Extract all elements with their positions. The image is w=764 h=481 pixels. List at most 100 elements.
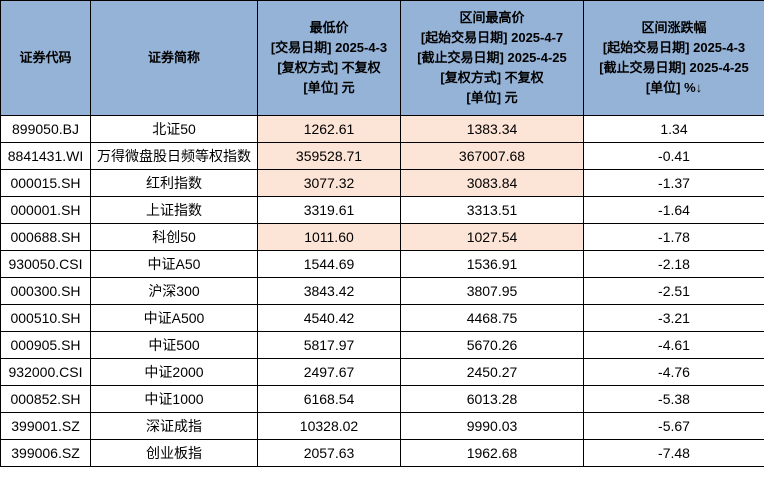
- security-name-cell: 上证指数: [90, 196, 258, 224]
- interval-high-cell: 1962.68: [400, 439, 584, 467]
- security-name-cell: 万得微盘股日频等权指数: [90, 142, 258, 170]
- security-code-cell: 399001.SZ: [0, 412, 91, 440]
- security-name-cell: 沪深300: [90, 277, 258, 305]
- interval-change-cell: -1.64: [583, 196, 764, 224]
- security-name-cell: 中证A500: [90, 304, 258, 332]
- security-code-cell: 000688.SH: [0, 223, 91, 251]
- table-row: 000905.SH 中证500 5817.97 5670.26 -4.61: [0, 331, 764, 359]
- column-header-interval-high: 区间最高价 [起始交易日期] 2025-4-7 [截止交易日期] 2025-4-…: [400, 0, 584, 116]
- interval-high-cell: 367007.68: [400, 142, 584, 170]
- lowest-price-cell: 1262.61: [257, 115, 401, 143]
- column-header-interval-change: 区间涨跌幅 [起始交易日期] 2025-4-3 [截止交易日期] 2025-4-…: [583, 0, 764, 116]
- interval-high-cell: 6013.28: [400, 385, 584, 413]
- table-row: 930050.CSI 中证A50 1544.69 1536.91 -2.18: [0, 250, 764, 278]
- security-name-cell: 中证500: [90, 331, 258, 359]
- lowest-price-cell: 10328.02: [257, 412, 401, 440]
- security-name-cell: 中证2000: [90, 358, 258, 386]
- security-name-cell: 中证1000: [90, 385, 258, 413]
- security-code-cell: 000905.SH: [0, 331, 91, 359]
- interval-change-cell: -1.37: [583, 169, 764, 197]
- interval-change-cell: -2.18: [583, 250, 764, 278]
- interval-high-cell: 5670.26: [400, 331, 584, 359]
- interval-change-cell: -7.48: [583, 439, 764, 467]
- lowest-price-cell: 5817.97: [257, 331, 401, 359]
- interval-high-cell: 1536.91: [400, 250, 584, 278]
- column-header-label: 证券简称: [147, 50, 200, 65]
- header-line: [单位] 元: [466, 90, 518, 105]
- lowest-price-cell: 359528.71: [257, 142, 401, 170]
- security-code-cell: 000510.SH: [0, 304, 91, 332]
- column-header-label: 证券代码: [19, 50, 72, 65]
- column-header-security-name: 证券简称: [90, 0, 258, 116]
- interval-change-cell: -5.67: [583, 412, 764, 440]
- lowest-price-cell: 4540.42: [257, 304, 401, 332]
- security-name-cell: 深证成指: [90, 412, 258, 440]
- interval-high-cell: 3313.51: [400, 196, 584, 224]
- lowest-price-cell: 2057.63: [257, 439, 401, 467]
- interval-change-cell: -3.21: [583, 304, 764, 332]
- header-line: [单位] 元: [303, 80, 355, 95]
- header-line: [起始交易日期] 2025-4-7: [420, 30, 564, 45]
- header-line: [起始交易日期] 2025-4-3: [602, 40, 746, 55]
- table-row: 000852.SH 中证1000 6168.54 6013.28 -5.38: [0, 385, 764, 413]
- interval-high-cell: 4468.75: [400, 304, 584, 332]
- interval-high-cell: 3083.84: [400, 169, 584, 197]
- interval-change-cell: -2.51: [583, 277, 764, 305]
- header-line-sort-indicator: [单位] %↓: [645, 80, 703, 95]
- table-row: 399006.SZ 创业板指 2057.63 1962.68 -7.48: [0, 439, 764, 467]
- security-name-cell: 创业板指: [90, 439, 258, 467]
- header-line: 最低价: [309, 20, 349, 35]
- lowest-price-cell: 3077.32: [257, 169, 401, 197]
- security-name-cell: 科创50: [90, 223, 258, 251]
- lowest-price-cell: 1011.60: [257, 223, 401, 251]
- lowest-price-cell: 3319.61: [257, 196, 401, 224]
- security-code-cell: 000001.SH: [0, 196, 91, 224]
- lowest-price-cell: 3843.42: [257, 277, 401, 305]
- interval-change-cell: -5.38: [583, 385, 764, 413]
- interval-change-cell: -4.61: [583, 331, 764, 359]
- security-name-cell: 中证A50: [90, 250, 258, 278]
- index-price-table: 证券代码 证券简称 最低价 [交易日期] 2025-4-3 [复权方式] 不复权…: [0, 0, 764, 467]
- lowest-price-cell: 1544.69: [257, 250, 401, 278]
- interval-change-cell: -1.78: [583, 223, 764, 251]
- security-code-cell: 932000.CSI: [0, 358, 91, 386]
- security-code-cell: 000852.SH: [0, 385, 91, 413]
- security-code-cell: 8841431.WI: [0, 142, 91, 170]
- interval-change-cell: -0.41: [583, 142, 764, 170]
- header-line: [复权方式] 不复权: [277, 60, 381, 75]
- interval-high-cell: 3807.95: [400, 277, 584, 305]
- table-row: 899050.BJ 北证50 1262.61 1383.34 1.34: [0, 115, 764, 143]
- security-code-cell: 899050.BJ: [0, 115, 91, 143]
- table-row: 000688.SH 科创50 1011.60 1027.54 -1.78: [0, 223, 764, 251]
- interval-high-cell: 1383.34: [400, 115, 584, 143]
- security-code-cell: 000300.SH: [0, 277, 91, 305]
- table-row: 000001.SH 上证指数 3319.61 3313.51 -1.64: [0, 196, 764, 224]
- column-header-lowest-price: 最低价 [交易日期] 2025-4-3 [复权方式] 不复权 [单位] 元: [257, 0, 401, 116]
- security-code-cell: 000015.SH: [0, 169, 91, 197]
- column-header-security-code: 证券代码: [0, 0, 91, 116]
- lowest-price-cell: 6168.54: [257, 385, 401, 413]
- security-code-cell: 930050.CSI: [0, 250, 91, 278]
- security-name-cell: 红利指数: [90, 169, 258, 197]
- header-line: [截止交易日期] 2025-4-25: [599, 60, 749, 75]
- header-row: 证券代码 证券简称 最低价 [交易日期] 2025-4-3 [复权方式] 不复权…: [0, 0, 764, 116]
- interval-high-cell: 1027.54: [400, 223, 584, 251]
- lowest-price-cell: 2497.67: [257, 358, 401, 386]
- table-row: 399001.SZ 深证成指 10328.02 9990.03 -5.67: [0, 412, 764, 440]
- interval-change-cell: -4.76: [583, 358, 764, 386]
- header-line: [交易日期] 2025-4-3: [270, 40, 388, 55]
- security-name-cell: 北证50: [90, 115, 258, 143]
- header-line: 区间最高价: [459, 10, 525, 25]
- security-code-cell: 399006.SZ: [0, 439, 91, 467]
- table-row: 000300.SH 沪深300 3843.42 3807.95 -2.51: [0, 277, 764, 305]
- interval-high-cell: 2450.27: [400, 358, 584, 386]
- header-line: [复权方式] 不复权: [440, 70, 544, 85]
- table-row: 932000.CSI 中证2000 2497.67 2450.27 -4.76: [0, 358, 764, 386]
- header-line: 区间涨跌幅: [641, 20, 707, 35]
- table-row: 000510.SH 中证A500 4540.42 4468.75 -3.21: [0, 304, 764, 332]
- table-row: 000015.SH 红利指数 3077.32 3083.84 -1.37: [0, 169, 764, 197]
- interval-high-cell: 9990.03: [400, 412, 584, 440]
- table-row: 8841431.WI 万得微盘股日频等权指数 359528.71 367007.…: [0, 142, 764, 170]
- interval-change-cell: 1.34: [583, 115, 764, 143]
- header-line: [截止交易日期] 2025-4-25: [417, 50, 567, 65]
